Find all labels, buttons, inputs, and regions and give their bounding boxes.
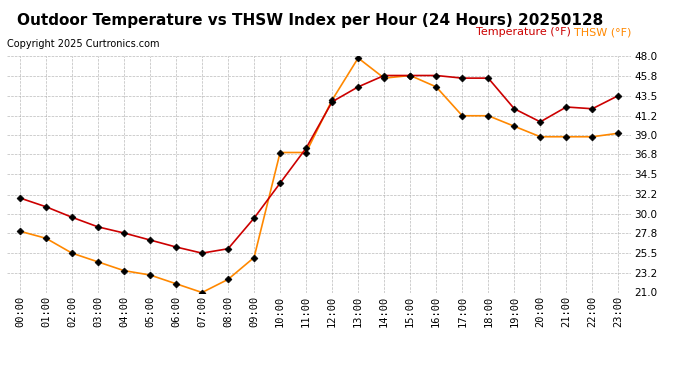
Text: Outdoor Temperature vs THSW Index per Hour (24 Hours) 20250128: Outdoor Temperature vs THSW Index per Ho… — [17, 13, 604, 28]
Text: THSW (°F): THSW (°F) — [574, 27, 631, 38]
Text: Temperature (°F): Temperature (°F) — [477, 27, 571, 38]
Text: Copyright 2025 Curtronics.com: Copyright 2025 Curtronics.com — [7, 39, 159, 50]
